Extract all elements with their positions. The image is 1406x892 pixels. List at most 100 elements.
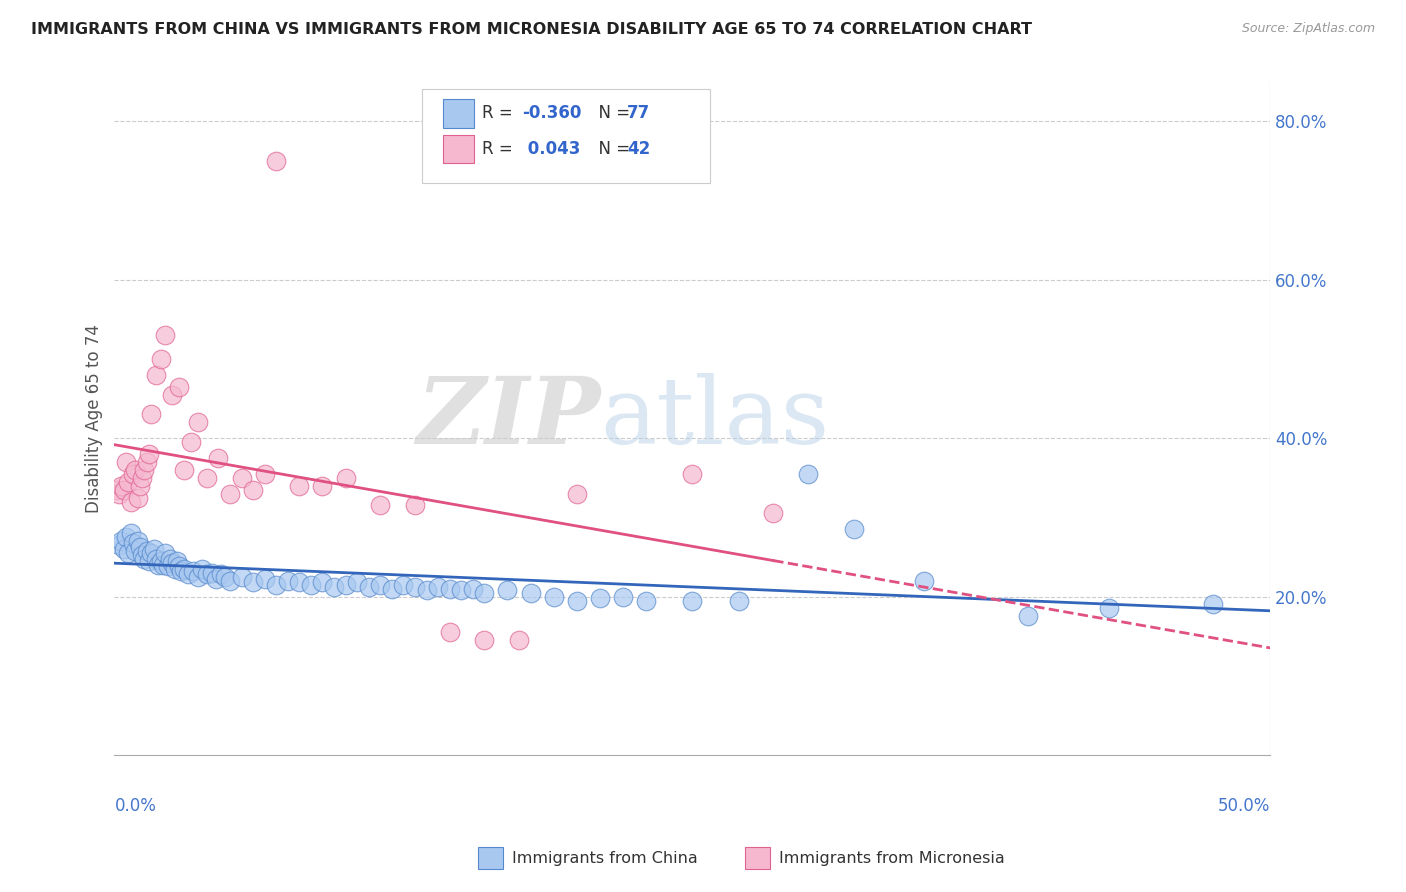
Point [681,593,703,607]
Point [912,574,935,588]
Point [264,154,287,169]
Point [392,577,415,591]
Point [124,463,146,477]
Point [219,574,242,588]
Point [134,463,156,477]
Point [149,351,172,366]
Point [105,483,128,497]
Point [253,467,276,481]
Point [427,580,450,594]
Text: N =: N = [588,104,636,122]
Point [346,575,368,590]
Point [565,486,588,500]
Point [108,538,131,552]
Text: -0.360: -0.360 [522,104,581,122]
Point [636,593,658,607]
Point [311,479,333,493]
Point [148,558,170,572]
Point [180,435,202,450]
Point [187,415,209,429]
Point [472,633,495,648]
Text: Immigrants from China: Immigrants from China [512,851,697,865]
Text: atlas: atlas [600,374,830,464]
Text: 50.0%: 50.0% [1218,797,1271,814]
Text: 0.0%: 0.0% [114,797,156,814]
Point [565,593,588,607]
Point [762,507,785,521]
Point [404,499,426,513]
Point [128,479,150,493]
Point [167,380,190,394]
Point [155,328,177,343]
Point [138,554,160,568]
Point [138,447,160,461]
Point [141,546,163,560]
Point [450,583,472,598]
Point [214,570,236,584]
Point [277,574,299,588]
Point [288,479,311,493]
Point [108,486,131,500]
Point [242,575,264,590]
Point [231,471,253,485]
Point [110,534,132,549]
Point [173,562,195,576]
Point [152,558,174,572]
Point [141,408,163,422]
Point [124,543,146,558]
Point [110,479,132,493]
Point [131,549,153,563]
Point [727,593,749,607]
Point [381,582,404,596]
Point [117,546,139,560]
Point [299,577,322,591]
Point [207,450,229,465]
Point [368,577,391,591]
Point [357,580,380,594]
Text: 42: 42 [627,140,651,158]
Point [205,572,228,586]
Point [311,575,333,590]
Point [167,559,190,574]
Point [612,590,634,604]
Point [170,564,193,578]
Point [1201,598,1223,612]
Point [219,486,242,500]
Point [120,494,142,508]
Text: IMMIGRANTS FROM CHINA VS IMMIGRANTS FROM MICRONESIA DISABILITY AGE 65 TO 74 CORR: IMMIGRANTS FROM CHINA VS IMMIGRANTS FROM… [31,22,1032,37]
Point [472,585,495,599]
Point [117,475,139,489]
Point [166,554,188,568]
Point [797,467,820,481]
Point [134,551,156,566]
Text: 0.043: 0.043 [522,140,581,158]
Point [160,387,183,401]
Point [142,542,165,557]
Point [242,483,264,497]
Point [127,534,149,549]
Point [177,567,200,582]
Point [288,575,311,590]
Point [160,556,183,570]
Point [496,583,519,598]
Point [115,530,138,544]
Point [149,554,172,568]
Point [461,582,484,596]
Point [155,546,177,560]
Point [120,526,142,541]
Point [335,577,357,591]
Point [145,368,167,382]
Point [159,551,181,566]
Point [195,567,218,582]
Point [191,562,214,576]
Text: N =: N = [588,140,636,158]
Point [187,570,209,584]
Point [323,580,346,594]
Point [253,572,276,586]
Text: R =: R = [482,140,519,158]
Point [200,566,222,580]
Point [156,559,179,574]
Point [112,542,135,557]
Point [131,471,153,485]
Point [264,577,287,591]
